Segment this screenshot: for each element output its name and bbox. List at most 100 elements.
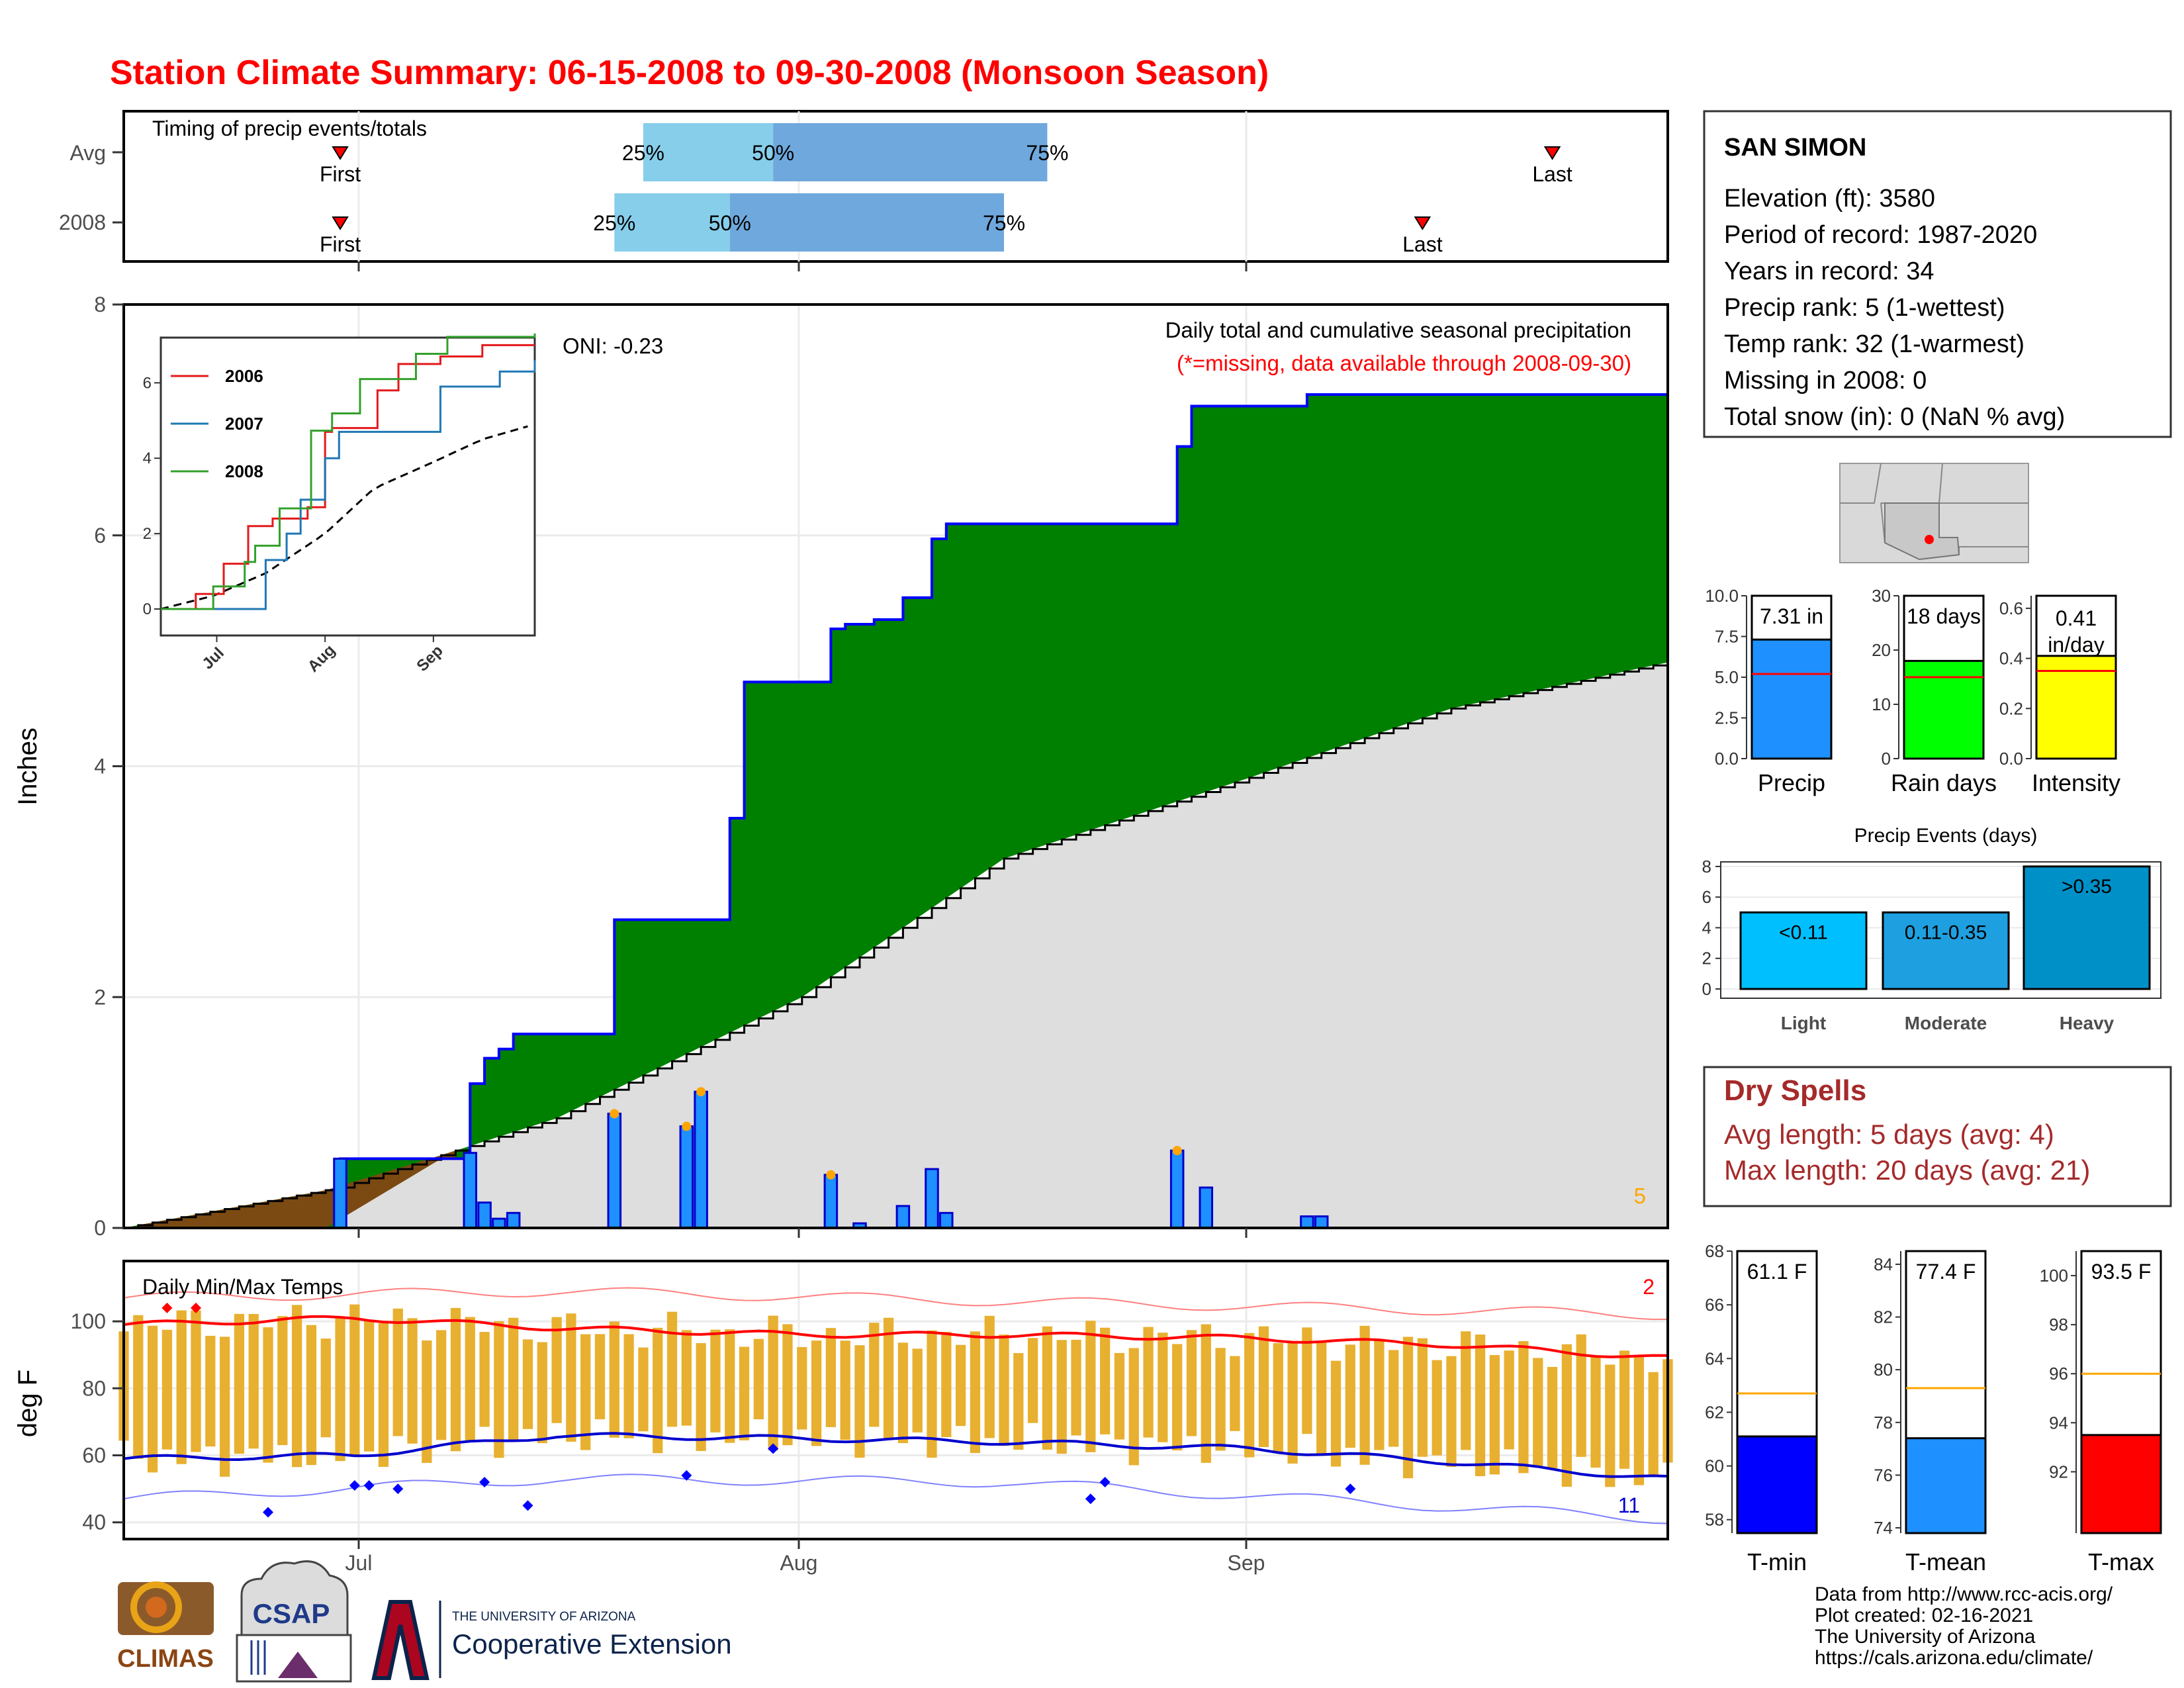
daily-temp-range-bar <box>1605 1364 1615 1487</box>
daily-temp-range-bar <box>1402 1336 1414 1479</box>
daily-precip-bar <box>823 1174 839 1229</box>
y-tick-label: 8 <box>94 293 106 316</box>
above-average-area <box>124 384 1668 1228</box>
y-tick-label: 100 <box>71 1309 106 1333</box>
summary-bar-value: 61.1 F <box>1747 1260 1807 1284</box>
events-title: Precip Events (days) <box>1854 825 2038 847</box>
summary-bar-label: T-min <box>1747 1548 1807 1575</box>
summary-bar-value: 93.5 F <box>2091 1260 2152 1284</box>
event-bar-label: Moderate <box>1905 1013 1987 1033</box>
footer-line: Plot created: 02-16-2021 <box>1815 1605 2033 1626</box>
bar-axis-tick-label: 98 <box>2049 1315 2068 1335</box>
bar-axis-tick-label: 30 <box>1872 586 1891 606</box>
bar-axis-tick-label: 10 <box>1872 694 1891 714</box>
daily-temp-range-bar <box>739 1346 750 1440</box>
daily-precip-bar <box>1169 1149 1185 1229</box>
daily-temp-range-bar <box>1417 1338 1428 1457</box>
daily-temp-range-bar <box>465 1317 475 1442</box>
summary-bar-label: Precip <box>1758 769 1825 796</box>
daily-temp-range-bar <box>999 1335 1009 1446</box>
timing-row-label-2008: 2008 <box>59 211 106 234</box>
station-line: Temp rank: 32 (1-warmest) <box>1724 330 2025 358</box>
daily-temp-range-bar <box>594 1334 606 1420</box>
average-cumulative-area <box>124 662 1668 1228</box>
daily-temp-range-bar <box>1561 1344 1572 1487</box>
daily-temp-range-bar <box>1576 1334 1586 1457</box>
daily-temp-range-bar <box>537 1342 547 1444</box>
daily-temp-range-bar <box>1085 1321 1096 1452</box>
climas-logo: CLIMAS <box>117 1581 214 1673</box>
bar-axis-tick-label: 68 <box>1705 1241 1724 1261</box>
daily-temp-range-bar <box>696 1343 706 1451</box>
timing-panel: 25% 50% 75% First Last 25% 50% 75% First Last Tim… <box>59 110 1669 263</box>
last-event-label: Last <box>1402 232 1443 256</box>
timing-bar-50-75 <box>773 123 1048 181</box>
bar-axis-tick-label: 0.0 <box>1999 749 2023 769</box>
daily-temp-range-bar <box>840 1340 850 1440</box>
daily-temp-range-bar <box>176 1310 187 1464</box>
daily-temp-range-bar <box>1489 1355 1500 1475</box>
last-event-label: Last <box>1532 162 1572 186</box>
y-tick-label: 4 <box>94 755 106 778</box>
summary-bar <box>1903 659 1985 760</box>
bar-axis-tick-label: 2.5 <box>1715 708 1739 728</box>
ua-big-text: Cooperative Extension <box>452 1628 732 1660</box>
station-line: Period of record: 1987-2020 <box>1724 221 2037 249</box>
timing-bar-50-75 <box>729 193 1005 252</box>
daily-temp-range-bar <box>825 1328 837 1427</box>
dry-spells-box: Dry Spells Avg length: 5 days (avg: 4) M… <box>1703 1066 2172 1207</box>
y-tick-label: 2 <box>1702 949 1711 968</box>
y-tick-label: 0 <box>1702 979 1711 999</box>
daily-temp-range-bar <box>1042 1326 1053 1450</box>
daily-temp-range-bar <box>1215 1348 1226 1451</box>
daily-temp-range-bar <box>191 1310 201 1452</box>
summary-bar-value: 18 days <box>1907 604 1981 628</box>
dry-spells-title: Dry Spells <box>1724 1074 1866 1107</box>
university-of-arizona-logo: THE UNIVERSITY OF ARIZONA Cooperative Ex… <box>371 1600 732 1680</box>
temp-ylabel: deg F <box>13 1370 42 1437</box>
daily-temp-range-bar <box>450 1307 461 1452</box>
precip-ylabel: Inches <box>13 727 42 806</box>
daily-temp-range-bar <box>1475 1335 1486 1477</box>
daily-temp-range-bar <box>869 1323 880 1427</box>
daily-temp-range-bar <box>1028 1338 1038 1423</box>
bar-axis-tick-label: 64 <box>1705 1348 1724 1368</box>
daily-temp-range-bar <box>883 1317 894 1438</box>
daily-precip-bar <box>1314 1215 1329 1229</box>
record-low-marker <box>768 1443 779 1454</box>
bar-axis-tick-label: 66 <box>1705 1295 1724 1315</box>
summary-bar-value: in/day <box>2048 633 2104 657</box>
y-tick-label: 80 <box>82 1376 106 1400</box>
temp-series-line <box>123 1287 1668 1321</box>
bar-axis-tick-label: 0.2 <box>1999 698 2023 718</box>
daily-temp-range-bar <box>292 1305 302 1468</box>
daily-precip-bar <box>895 1205 911 1229</box>
record-low-marker <box>479 1476 490 1487</box>
daily-temp-range-bar <box>320 1338 331 1438</box>
y-tick-label: 4 <box>1702 917 1711 937</box>
daily-temp-range-bar <box>811 1340 822 1446</box>
daily-temp-range-bar <box>984 1315 995 1438</box>
daily-temp-range-bar <box>1619 1350 1630 1469</box>
bar-axis-tick-label: 92 <box>2049 1462 2068 1481</box>
csap-logo-text: CSAP <box>253 1598 330 1629</box>
daily-precip-bar <box>492 1217 506 1229</box>
daily-temp-range-bar <box>710 1329 721 1432</box>
temp-series-line <box>123 1315 1668 1358</box>
daily-temp-range-bar <box>306 1325 317 1466</box>
daily-temp-range-bar <box>1172 1344 1183 1451</box>
record-low-marker <box>263 1507 274 1518</box>
daily-temp-range-bar <box>623 1334 634 1438</box>
y-tick-label: 0 <box>94 1216 106 1240</box>
bar-axis-tick-label: 7.5 <box>1715 627 1739 647</box>
station-info-box: SAN SIMON Elevation (ft): 3580 Period of… <box>1703 110 2172 438</box>
heavy-event-marker <box>610 1109 619 1119</box>
record-low-marker <box>1099 1476 1111 1487</box>
timing-row-label-avg: Avg <box>69 141 106 165</box>
footer: CLIMAS CSAP THE UNIVERSITY OF ARIZONA Co… <box>117 1560 2113 1683</box>
daily-precip-bar <box>1300 1215 1314 1229</box>
bar-axis-tick-label: 0.6 <box>1999 598 2023 618</box>
climas-logo-text: CLIMAS <box>117 1645 214 1673</box>
record-low-marker <box>392 1483 404 1495</box>
footer-line: Data from http://www.rcc-acis.org/ <box>1815 1583 2113 1605</box>
